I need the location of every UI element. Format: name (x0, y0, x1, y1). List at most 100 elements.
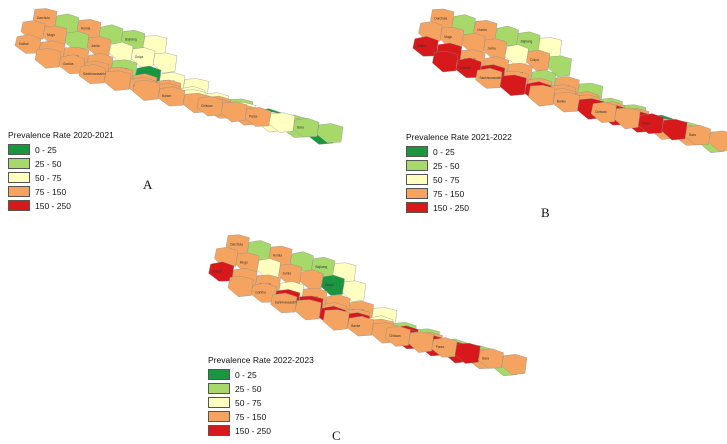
district-region (86, 36, 112, 57)
district-region (552, 91, 580, 113)
legend-swatch (208, 369, 230, 380)
map-panel-a: Darchula Humla Bajhang Mugu Jumla Dolpa Kaliko… (0, 0, 360, 211)
district-region (590, 101, 617, 123)
district-name: Dolpa (135, 55, 144, 59)
district-region (685, 124, 711, 146)
map-panel-c: Darchula Humla Bajhang Mugu Jumla Dolpa Kaliko… (198, 228, 538, 443)
district-name: Mugu (240, 261, 248, 265)
district-region (504, 44, 529, 65)
district-region (294, 299, 322, 321)
district-region (614, 107, 641, 130)
district-region (638, 113, 664, 134)
legend-item: 50 - 75 (8, 171, 114, 184)
district-name: Jumla (91, 44, 100, 48)
map-panel-b: Darchula Humla Bajhang Mugu Jumla Dolpa Kaliko… (398, 0, 727, 220)
legend-item: 150 - 250 (8, 199, 114, 212)
legend-swatch (406, 146, 428, 157)
district-region (478, 348, 504, 369)
legend-label: 25 - 50 (35, 158, 62, 169)
legend-swatch (406, 188, 428, 199)
district-region (157, 86, 186, 107)
choropleth-map-a: Darchula Humla Bajhang Mugu Jumla Dolpa Kaliko… (14, 8, 344, 145)
district-region (454, 342, 481, 364)
panel-label-b: B (541, 205, 550, 220)
district-name: Parsa (249, 115, 258, 119)
district-region (268, 112, 296, 133)
district-region (108, 41, 134, 62)
district-name: Chitwan (595, 110, 607, 114)
legend-swatch (208, 425, 230, 436)
district-name: Gorkha (63, 62, 74, 66)
district-region (385, 326, 411, 347)
legend-swatch (8, 158, 30, 169)
choropleth-map-b: Darchula Humla Bajhang Mugu Jumla Dolpa Kaliko… (412, 8, 727, 153)
district-region (408, 331, 434, 353)
district-region (342, 280, 366, 302)
panel-label-c: C (332, 428, 341, 443)
district-region (347, 316, 374, 337)
district-name: Chitwan (201, 104, 213, 108)
district-region (130, 47, 156, 68)
legend-item: 0 - 25 (8, 143, 114, 156)
district-name: Humla (478, 28, 487, 32)
district-name: Bara (482, 356, 489, 360)
legend-label: 0 - 25 (35, 144, 57, 155)
legend-item: 75 - 150 (406, 187, 512, 200)
legend-label: 75 - 150 (235, 411, 267, 422)
district-name: Chitwan (389, 334, 401, 338)
legend-label: 150 - 250 (235, 425, 271, 436)
legend-label: 25 - 50 (433, 160, 460, 171)
district-name: Mugu (444, 35, 452, 39)
district-name: Mugu (47, 33, 55, 37)
district-name: Darchula (434, 17, 447, 21)
district-region (431, 337, 458, 358)
legend-b: Prevalence Rate 2021-2022 0 - 25 25 - 50 5… (406, 132, 512, 215)
legend-label: 150 - 250 (433, 202, 469, 213)
legend-swatch (406, 202, 428, 213)
district-name: Humla (273, 254, 282, 258)
district-name: Gorkha (460, 66, 471, 70)
legend-swatch (406, 160, 428, 171)
district-region (244, 107, 272, 127)
legend-label: 75 - 150 (35, 186, 67, 197)
district-region (132, 80, 161, 101)
district-name: Bajhang (316, 265, 328, 269)
district-name: Sankhuwasabha (275, 301, 299, 305)
district-region (526, 50, 551, 71)
district-name: Darchula (230, 242, 243, 246)
legend-item: 25 - 50 (208, 382, 314, 395)
legend-swatch (208, 383, 230, 394)
district-name: Parsa (642, 121, 651, 125)
legend-label: 50 - 75 (433, 174, 460, 185)
district-name: Bajhang (125, 37, 137, 41)
district-region (299, 269, 324, 290)
district-name: Sankhuwasabha (83, 72, 107, 76)
district-region (322, 309, 350, 331)
legend-swatch (8, 144, 30, 155)
legend-label: 75 - 150 (433, 188, 465, 199)
district-region (432, 51, 459, 73)
legend-label: 50 - 75 (235, 397, 262, 408)
legend-item: 25 - 50 (406, 159, 512, 172)
legend-label: 0 - 25 (235, 369, 257, 380)
district-name: Bara (689, 133, 696, 137)
district-region (227, 276, 254, 297)
district-name: Kalikot (417, 44, 427, 48)
choropleth-map-c: Darchula Humla Bajhang Mugu Jumla Dolpa Kaliko… (208, 234, 528, 377)
district-region (292, 117, 320, 138)
district-name: Parsa (436, 345, 445, 349)
legend-label: 50 - 75 (35, 172, 62, 183)
district-region (316, 123, 344, 144)
district-name: Kalikot (213, 269, 223, 273)
district-name: Banke (351, 324, 360, 328)
district-region (528, 85, 556, 107)
district-name: Sankhuwasabha (480, 76, 504, 80)
district-name: Dolpa (325, 283, 334, 287)
legend-a: Prevalence Rate 2020-2021 0 - 25 25 - 50 5… (8, 130, 114, 213)
district-name: Darchula (37, 16, 50, 20)
district-name: Dolpa (530, 58, 539, 62)
legend-swatch (8, 172, 30, 183)
legend-swatch (8, 200, 30, 211)
legend-item: 50 - 75 (406, 173, 512, 186)
legend-item: 25 - 50 (8, 157, 114, 170)
